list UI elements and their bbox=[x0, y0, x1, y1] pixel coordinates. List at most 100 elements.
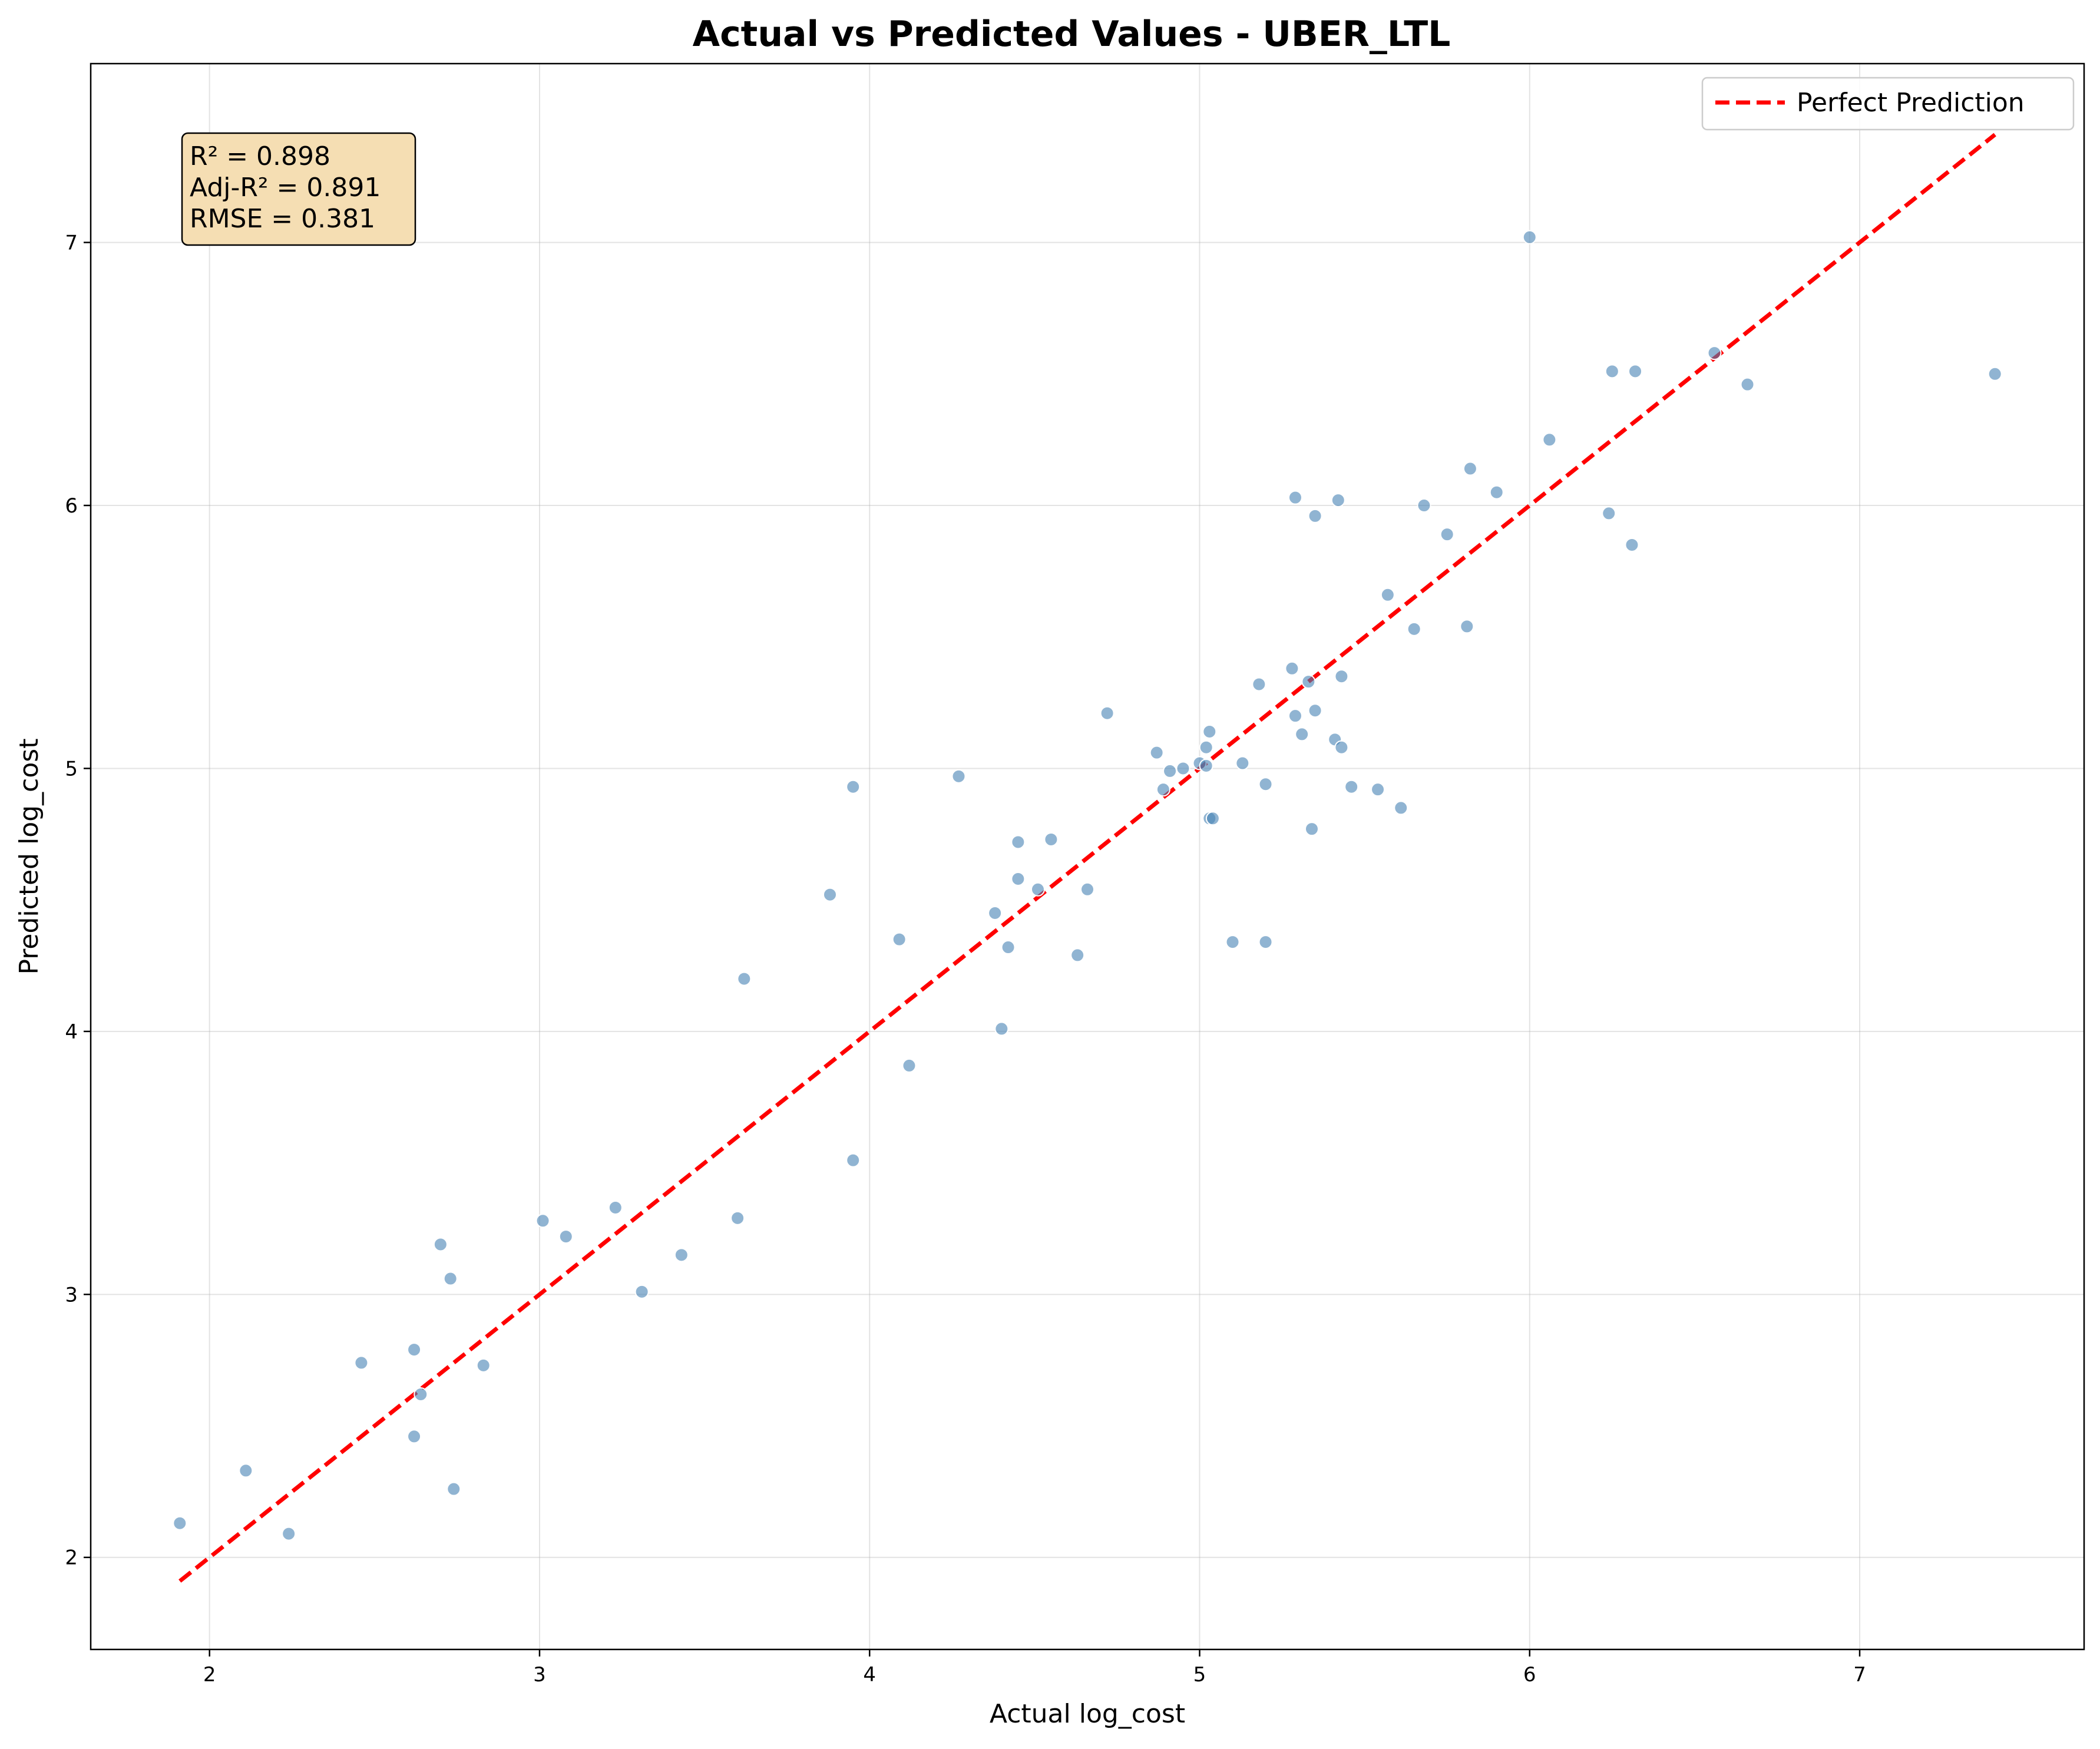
data-point bbox=[1202, 724, 1217, 739]
chart-title: Actual vs Predicted Values - UBER_LTL bbox=[693, 14, 1451, 55]
data-point bbox=[535, 1214, 550, 1228]
data-point bbox=[1394, 801, 1408, 815]
data-point bbox=[902, 1058, 917, 1073]
data-point bbox=[1149, 745, 1164, 760]
data-point bbox=[822, 887, 837, 902]
data-point bbox=[1542, 432, 1557, 447]
data-point bbox=[1100, 706, 1115, 720]
data-point bbox=[994, 1021, 1009, 1036]
y-tick-label: 3 bbox=[65, 1283, 78, 1307]
data-point bbox=[1011, 871, 1026, 886]
stats-box-background bbox=[181, 132, 416, 246]
x-tick-label: 3 bbox=[533, 1663, 546, 1687]
data-point bbox=[1235, 756, 1250, 771]
data-points bbox=[173, 230, 2002, 1541]
stats-rmse: RMSE = 0.381 bbox=[190, 204, 375, 234]
data-point bbox=[1070, 948, 1085, 963]
data-point bbox=[173, 1516, 187, 1530]
data-point bbox=[1156, 782, 1170, 797]
y-tick-label: 6 bbox=[65, 494, 78, 518]
data-point bbox=[1001, 940, 1016, 955]
y-tick-label: 4 bbox=[65, 1020, 78, 1044]
data-point bbox=[476, 1358, 491, 1373]
data-point bbox=[1288, 709, 1302, 723]
data-point bbox=[354, 1355, 369, 1370]
data-point bbox=[1460, 619, 1474, 634]
x-tick-label: 7 bbox=[1853, 1663, 1866, 1687]
x-tick-label: 4 bbox=[863, 1663, 876, 1687]
data-point bbox=[846, 779, 861, 794]
data-point bbox=[1285, 661, 1299, 676]
data-point bbox=[1308, 508, 1322, 523]
perfect-prediction-line bbox=[178, 133, 1996, 1583]
data-point bbox=[1407, 621, 1421, 636]
data-point bbox=[737, 971, 752, 986]
data-point bbox=[988, 905, 1003, 920]
data-point bbox=[1176, 761, 1190, 776]
x-tick-label: 2 bbox=[203, 1663, 216, 1687]
legend-box bbox=[1701, 77, 2075, 131]
y-axis-label: Predicted log_cost bbox=[14, 739, 44, 975]
data-point bbox=[1080, 882, 1094, 897]
y-tick-label: 7 bbox=[65, 232, 78, 255]
data-point bbox=[1030, 882, 1045, 897]
data-point bbox=[1011, 835, 1026, 849]
data-point bbox=[1044, 832, 1059, 847]
data-point bbox=[1199, 740, 1213, 755]
data-point bbox=[1707, 346, 1722, 361]
grid-layer bbox=[91, 64, 2084, 1649]
data-point bbox=[1371, 782, 1385, 797]
data-point bbox=[846, 1153, 861, 1168]
data-point bbox=[674, 1248, 689, 1262]
legend-label: Perfect Prediction bbox=[1797, 88, 2025, 118]
data-point bbox=[1440, 527, 1454, 542]
data-point bbox=[730, 1211, 745, 1225]
data-point bbox=[1625, 537, 1639, 552]
data-point bbox=[1258, 935, 1273, 950]
x-tick-label: 6 bbox=[1523, 1663, 1536, 1687]
stats-adj-r2: Adj-R² = 0.891 bbox=[190, 173, 381, 203]
data-point bbox=[414, 1387, 428, 1401]
data-point bbox=[558, 1229, 573, 1244]
data-point bbox=[1417, 498, 1431, 513]
data-point bbox=[1205, 811, 1220, 826]
data-point bbox=[443, 1271, 458, 1286]
stats-r2: R² = 0.898 bbox=[190, 141, 330, 171]
y-tick-label: 5 bbox=[65, 757, 78, 781]
data-point bbox=[407, 1429, 422, 1444]
data-point bbox=[634, 1284, 649, 1299]
data-point bbox=[1380, 587, 1395, 602]
x-tick-label: 5 bbox=[1193, 1663, 1206, 1687]
data-point bbox=[1602, 506, 1616, 521]
data-point bbox=[1252, 677, 1266, 692]
data-point bbox=[1304, 822, 1319, 837]
data-point bbox=[892, 932, 907, 947]
data-point bbox=[447, 1482, 461, 1496]
data-point bbox=[1295, 727, 1309, 742]
stats-box: R² = 0.898 Adj-R² = 0.891 RMSE = 0.381 bbox=[181, 132, 416, 246]
data-point bbox=[239, 1463, 253, 1478]
data-point bbox=[1489, 485, 1504, 500]
y-tick-label: 2 bbox=[65, 1546, 78, 1570]
data-point bbox=[1987, 366, 2002, 381]
data-point bbox=[1258, 777, 1273, 792]
data-point bbox=[1344, 779, 1359, 794]
legend: Perfect Prediction bbox=[1701, 77, 2075, 131]
data-point bbox=[1522, 230, 1537, 244]
data-point bbox=[433, 1237, 448, 1252]
data-point bbox=[1301, 675, 1316, 689]
data-point bbox=[1334, 669, 1349, 684]
data-point bbox=[1308, 703, 1322, 718]
data-point bbox=[951, 769, 966, 783]
data-point bbox=[1163, 763, 1178, 778]
data-point bbox=[1199, 758, 1213, 773]
data-point bbox=[282, 1526, 296, 1541]
data-point bbox=[1628, 364, 1643, 379]
data-point bbox=[1288, 490, 1302, 505]
data-point bbox=[608, 1200, 623, 1215]
data-point bbox=[407, 1343, 422, 1357]
x-axis-label: Actual log_cost bbox=[990, 1699, 1185, 1729]
data-point bbox=[1225, 935, 1240, 950]
